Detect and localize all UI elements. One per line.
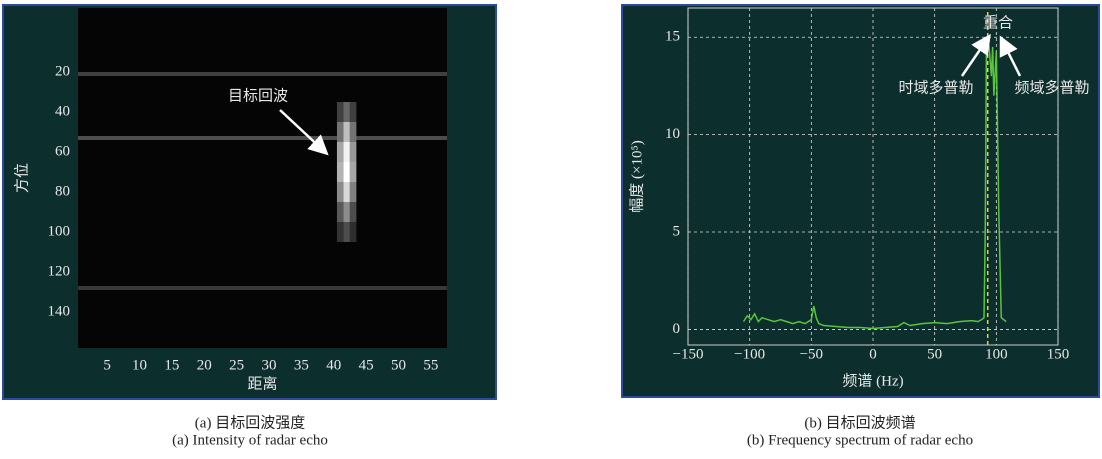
heat-cell xyxy=(343,122,350,142)
stripe xyxy=(78,72,447,76)
heat-cell xyxy=(343,202,350,222)
x-tick-label: 30 xyxy=(261,357,276,373)
heat-cell xyxy=(336,182,344,202)
heat-cell xyxy=(349,202,357,222)
panel-b xyxy=(621,4,1100,398)
x-tick-label: 45 xyxy=(359,357,374,373)
heat-cell xyxy=(343,102,350,122)
annotation: 目标回波 xyxy=(228,87,288,104)
annotation: 频域多普勒 xyxy=(1014,79,1089,96)
heat-cell xyxy=(336,162,344,182)
x-axis-label: 距离 xyxy=(247,375,277,392)
y-axis-label: 方位 xyxy=(13,163,30,193)
x-tick-label: −50 xyxy=(800,346,823,362)
x-tick-label: 150 xyxy=(1047,346,1070,362)
y-tick-label: 140 xyxy=(48,303,71,319)
x-tick-label: 100 xyxy=(985,346,1008,362)
x-tick-label: 25 xyxy=(229,357,244,373)
y-tick-label: 5 xyxy=(673,223,681,239)
heat-cell xyxy=(336,142,344,162)
caption: (b) 目标回波频谱 xyxy=(804,414,915,431)
heat-cell xyxy=(343,182,350,202)
heatmap-area xyxy=(78,8,447,348)
caption: (a) Intensity of radar echo xyxy=(172,432,328,448)
annotation: 时域多普勒 xyxy=(898,79,973,96)
x-tick-label: 0 xyxy=(869,346,877,362)
x-tick-label: 20 xyxy=(197,357,212,373)
x-tick-label: 15 xyxy=(164,357,179,373)
y-tick-label: 60 xyxy=(55,143,70,159)
x-tick-label: 10 xyxy=(132,357,147,373)
annotation: 重合 xyxy=(983,14,1013,31)
heat-cell xyxy=(343,142,350,162)
y-axis-label: 幅度 (×10⁵) xyxy=(628,140,645,212)
y-tick-label: 40 xyxy=(55,103,70,119)
heat-cell xyxy=(349,182,357,202)
x-tick-label: 50 xyxy=(927,346,942,362)
heat-cell xyxy=(349,222,357,242)
heat-cell xyxy=(336,202,344,222)
x-tick-label: −100 xyxy=(734,346,765,362)
x-tick-label: 40 xyxy=(326,357,341,373)
y-tick-label: 0 xyxy=(673,321,681,337)
stripe xyxy=(78,136,447,140)
x-tick-label: −150 xyxy=(673,346,704,362)
y-tick-label: 100 xyxy=(48,223,71,239)
y-tick-label: 120 xyxy=(48,263,71,279)
heat-cell xyxy=(336,222,344,242)
arrow xyxy=(279,109,329,156)
heat-cell xyxy=(343,162,350,182)
x-tick-label: 35 xyxy=(294,357,309,373)
y-tick-label: 15 xyxy=(665,29,680,45)
y-tick-label: 20 xyxy=(55,63,70,79)
heat-cell xyxy=(349,102,357,122)
heat-cell xyxy=(336,122,344,142)
arrow xyxy=(960,33,991,77)
line xyxy=(742,38,1007,330)
x-tick-label: 5 xyxy=(103,357,111,373)
arrow xyxy=(999,35,1022,77)
x-tick-label: 55 xyxy=(423,357,438,373)
heat-cell xyxy=(343,222,350,242)
heat-cell xyxy=(349,142,357,162)
heat-cell xyxy=(349,122,357,142)
x-axis-label: 频谱 (Hz) xyxy=(842,372,903,389)
heat-cell xyxy=(336,102,344,122)
y-tick-label: 80 xyxy=(55,183,70,199)
caption: (b) Frequency spectrum of radar echo xyxy=(747,432,973,448)
stripe xyxy=(78,286,447,290)
caption: (a) 目标回波强度 xyxy=(195,414,305,431)
x-tick-label: 50 xyxy=(391,357,406,373)
heat-cell xyxy=(349,162,357,182)
y-tick-label: 10 xyxy=(665,126,680,142)
